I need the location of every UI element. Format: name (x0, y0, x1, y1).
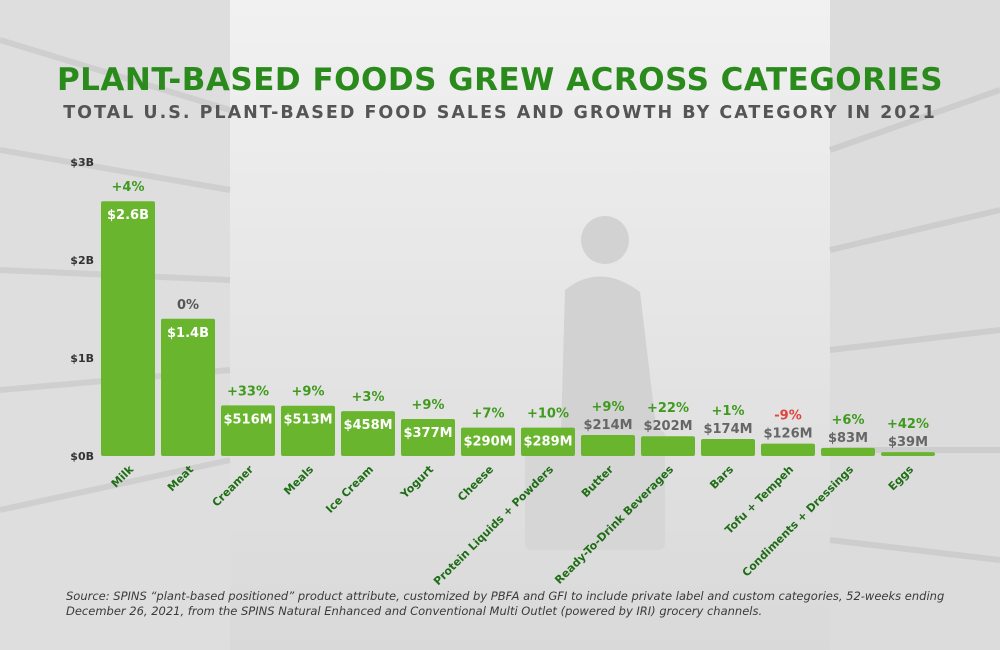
y-tick-label: $1B (70, 352, 94, 365)
value-label: $377M (403, 426, 452, 441)
category-label: Cheese (455, 463, 496, 504)
bar (521, 427, 575, 456)
growth-label: +9% (412, 398, 445, 413)
value-label: $513M (283, 413, 332, 428)
bar (341, 411, 395, 456)
growth-label: +3% (352, 390, 385, 405)
category-label: Yogurt (397, 463, 436, 502)
y-tick-label: $2B (70, 254, 94, 267)
bar (461, 427, 515, 456)
growth-label: +4% (112, 180, 145, 195)
growth-label: +33% (227, 384, 269, 399)
value-label: $2.6B (107, 208, 149, 223)
value-label: $126M (763, 427, 812, 442)
bar (821, 447, 875, 456)
bar (881, 452, 935, 456)
growth-label: +22% (647, 401, 689, 416)
category-label: Creamer (210, 463, 257, 510)
bar (701, 438, 755, 456)
growth-label: 0% (177, 298, 199, 313)
bar (101, 201, 155, 456)
bar (221, 405, 275, 456)
growth-label: +7% (472, 407, 505, 422)
y-axis: $0B $1B $2B $3B (70, 156, 94, 463)
source-note: Source: SPINS “plant-based positioned” p… (66, 589, 945, 618)
growth-label: +9% (292, 385, 325, 400)
y-tick-label: $3B (70, 156, 94, 169)
bar (281, 405, 335, 456)
value-label: $214M (583, 418, 632, 433)
bar (581, 435, 635, 456)
category-label: Protein Liquids + Powders (431, 463, 556, 588)
value-label: $39M (888, 435, 928, 450)
value-label: $516M (223, 412, 272, 427)
growth-label: +9% (592, 400, 625, 415)
growth-label: +6% (832, 413, 865, 428)
category-label: Condiments + Dressings (740, 463, 857, 580)
category-label: Meat (165, 463, 196, 494)
value-label: $1.4B (167, 326, 209, 341)
category-label: Ready-To-Drink Beverages (552, 463, 676, 587)
category-label: Eggs (886, 463, 917, 494)
y-tick-label: $0B (70, 450, 94, 463)
category-label: Bars (707, 463, 736, 492)
bar (641, 436, 695, 456)
bar (761, 443, 815, 456)
growth-label: +42% (887, 417, 929, 432)
growth-label: +1% (712, 404, 745, 419)
bar (401, 419, 455, 456)
growth-label: -9% (774, 409, 801, 424)
value-label: $83M (828, 431, 868, 446)
value-label: $458M (343, 418, 392, 433)
value-label: $174M (703, 422, 752, 437)
value-label: $290M (463, 435, 512, 450)
category-labels: Milk Meat Creamer Meals Ice Cream Yogurt Chees… (109, 462, 917, 588)
category-label: Butter (579, 463, 617, 501)
chart-subtitle: TOTAL U.S. PLANT-BASED FOOD SALES AND GR… (63, 103, 937, 123)
bar (161, 318, 215, 456)
chart-title: PLANT-BASED FOODS GREW ACROSS CATEGORIES (56, 62, 944, 98)
category-label: Ice Cream (323, 463, 376, 516)
value-label: $202M (643, 419, 692, 434)
value-label: $289M (523, 435, 572, 450)
bars: $2.6B +4% $1.4B 0% $516M +33% $513M +9% $458M +3%… (101, 180, 935, 456)
growth-label: +10% (527, 407, 569, 422)
category-label: Milk (109, 462, 137, 490)
category-label: Meals (281, 463, 316, 498)
